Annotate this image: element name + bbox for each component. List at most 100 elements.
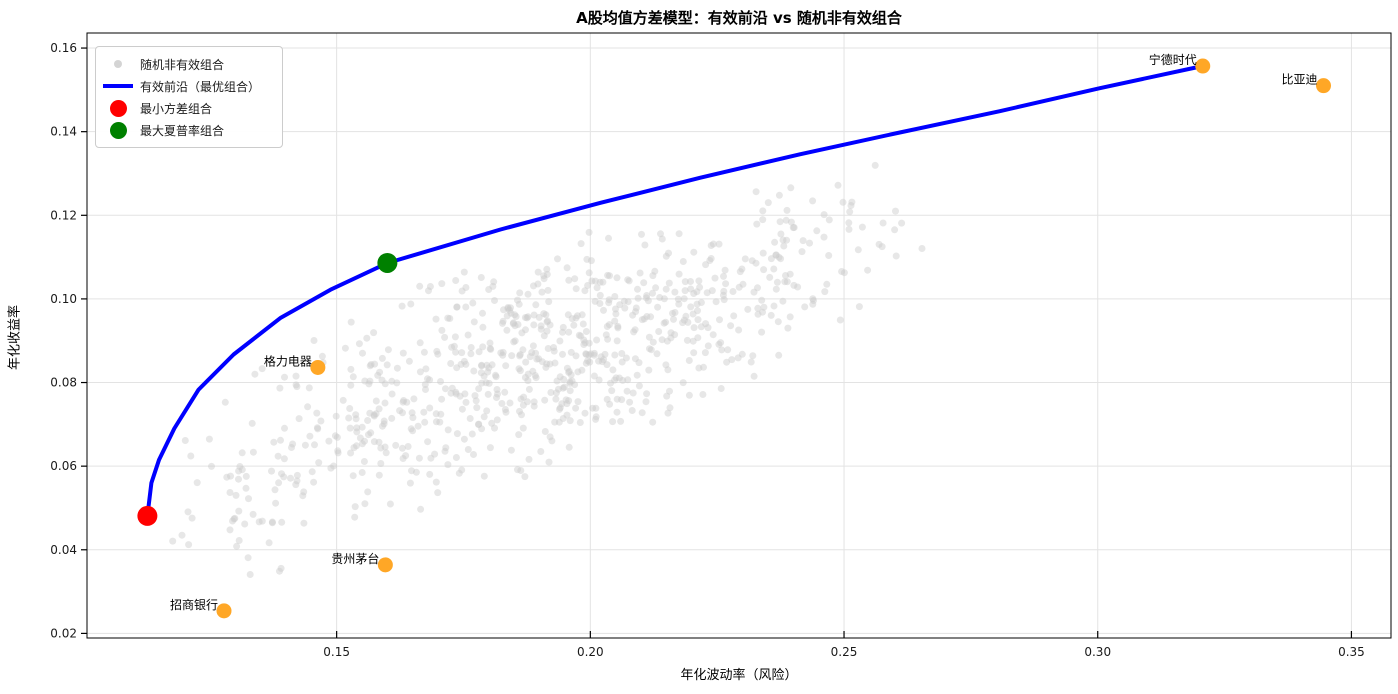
random-portfolio-point bbox=[687, 303, 695, 311]
random-portfolio-point bbox=[478, 425, 486, 433]
random-portfolio-point bbox=[221, 398, 229, 406]
random-portfolio-point bbox=[616, 301, 624, 309]
random-portfolio-point bbox=[621, 304, 629, 312]
random-portfolio-point bbox=[506, 399, 514, 407]
random-portfolio-point bbox=[632, 308, 640, 316]
random-portfolio-point bbox=[399, 455, 407, 462]
random-portfolio-point bbox=[640, 315, 648, 323]
random-portfolio-point bbox=[570, 321, 578, 329]
random-portfolio-point bbox=[370, 438, 378, 446]
random-portfolio-point bbox=[546, 433, 554, 441]
random-portfolio-point bbox=[525, 385, 533, 393]
y-tick-label: 0.02 bbox=[50, 626, 77, 640]
random-portfolio-point bbox=[592, 413, 600, 421]
red-dot-icon bbox=[96, 99, 140, 117]
random-portfolio-point bbox=[377, 444, 385, 452]
random-portfolio-point bbox=[709, 240, 717, 248]
random-portfolio-point bbox=[444, 461, 452, 469]
random-portfolio-point bbox=[555, 385, 562, 393]
random-portfolio-point bbox=[497, 349, 505, 357]
random-portfolio-point bbox=[864, 266, 872, 274]
random-portfolio-point bbox=[288, 444, 295, 451]
random-portfolio-point bbox=[472, 397, 480, 405]
random-portfolio-point bbox=[414, 422, 422, 430]
random-portfolio-point bbox=[347, 449, 355, 457]
random-portfolio-point bbox=[473, 404, 481, 412]
random-portfolio-point bbox=[565, 328, 573, 336]
random-portfolio-point bbox=[353, 424, 361, 432]
random-portfolio-point bbox=[318, 352, 326, 360]
random-portfolio-point bbox=[644, 297, 652, 305]
random-portfolio-point bbox=[522, 326, 529, 334]
x-tick-label: 0.35 bbox=[1338, 645, 1365, 659]
random-portfolio-point bbox=[772, 251, 780, 259]
random-portfolio-point bbox=[591, 277, 599, 285]
random-portfolio-point bbox=[640, 279, 648, 287]
random-portfolio-point bbox=[384, 346, 392, 354]
random-portfolio-point bbox=[689, 337, 697, 345]
random-portfolio-point bbox=[629, 311, 637, 319]
random-portfolio-point bbox=[543, 270, 551, 278]
random-portfolio-point bbox=[512, 313, 520, 320]
random-portfolio-point bbox=[276, 567, 283, 575]
random-portfolio-point bbox=[544, 286, 552, 294]
random-portfolio-point bbox=[898, 219, 906, 227]
random-portfolio-point bbox=[314, 425, 322, 433]
random-portfolio-point bbox=[353, 428, 361, 436]
random-portfolio-point bbox=[425, 287, 432, 295]
random-portfolio-point bbox=[711, 274, 719, 282]
random-portfolio-point bbox=[572, 352, 580, 360]
random-portfolio-point bbox=[181, 437, 189, 444]
legend-item-sharpe: 最大夏普率组合 bbox=[96, 119, 282, 141]
random-portfolio-point bbox=[461, 390, 469, 398]
random-portfolio-point bbox=[360, 458, 368, 465]
random-portfolio-point bbox=[565, 443, 573, 451]
random-portfolio-point bbox=[563, 264, 571, 272]
legend-label-sharpe: 最大夏普率组合 bbox=[140, 123, 225, 138]
random-portfolio-point bbox=[754, 310, 762, 318]
random-portfolio-point bbox=[775, 191, 783, 199]
random-portfolio-point bbox=[625, 277, 633, 285]
random-portfolio-point bbox=[683, 336, 691, 344]
random-portfolio-point bbox=[604, 335, 612, 343]
random-portfolio-point bbox=[478, 361, 486, 369]
random-portfolio-point bbox=[544, 345, 552, 352]
random-portfolio-point bbox=[715, 240, 723, 248]
random-portfolio-point bbox=[552, 395, 560, 403]
random-portfolio-point bbox=[277, 564, 285, 572]
random-portfolio-point bbox=[821, 288, 829, 296]
random-portfolio-point bbox=[696, 283, 704, 291]
random-portfolio-point bbox=[754, 284, 761, 292]
random-portfolio-point bbox=[550, 344, 558, 351]
random-portfolio-point bbox=[664, 366, 672, 374]
random-portfolio-point bbox=[764, 199, 772, 207]
random-portfolio-point bbox=[694, 316, 702, 324]
random-portfolio-point bbox=[380, 417, 388, 425]
random-portfolio-point bbox=[608, 387, 616, 395]
random-portfolio-point bbox=[517, 395, 525, 403]
random-portfolio-point bbox=[448, 384, 456, 392]
random-portfolio-point bbox=[230, 515, 238, 523]
random-portfolio-point bbox=[772, 251, 780, 259]
random-portfolio-point bbox=[441, 447, 449, 455]
random-portfolio-point bbox=[518, 411, 525, 419]
random-portfolio-point bbox=[458, 466, 466, 474]
random-portfolio-point bbox=[405, 357, 413, 365]
random-portfolio-point bbox=[614, 324, 622, 332]
random-portfolio-point bbox=[375, 438, 383, 446]
random-portfolio-point bbox=[611, 317, 619, 325]
random-portfolio-point bbox=[540, 272, 548, 280]
random-portfolio-point bbox=[559, 350, 566, 358]
random-portfolio-point bbox=[350, 444, 358, 452]
random-portfolio-point bbox=[582, 328, 590, 335]
random-portfolio-point bbox=[565, 276, 573, 284]
random-portfolio-point bbox=[719, 291, 727, 299]
y-tick-label: 0.14 bbox=[50, 125, 77, 139]
random-portfolio-point bbox=[581, 409, 589, 417]
random-portfolio-point bbox=[606, 400, 614, 408]
random-portfolio-point bbox=[447, 360, 455, 367]
random-portfolio-point bbox=[493, 394, 500, 401]
random-portfolio-point bbox=[624, 276, 632, 284]
